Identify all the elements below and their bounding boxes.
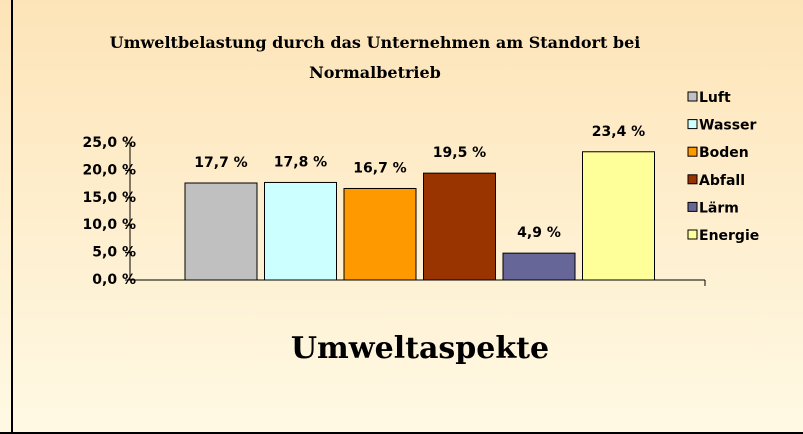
bar: [582, 151, 655, 281]
legend-swatch: [687, 174, 698, 185]
legend-label: Boden: [699, 145, 749, 161]
y-tick-label: 25,0 %: [83, 135, 136, 151]
legend-swatch: [687, 91, 698, 102]
bar: [502, 252, 576, 281]
y-tick-label: 5,0 %: [92, 245, 136, 261]
y-tick-label: 15,0 %: [83, 190, 136, 206]
bar: [343, 187, 417, 281]
legend-swatch: [687, 119, 698, 130]
legend-swatch: [687, 146, 698, 157]
legend-label: Energie: [699, 228, 759, 244]
chart-title: Umweltbelastung durch das Unternehmen am…: [109, 33, 641, 82]
bar: [184, 182, 258, 281]
legend-label: Luft: [699, 90, 731, 106]
legend-swatch: [687, 201, 698, 212]
bar: [423, 172, 496, 281]
y-tick-label: 20,0 %: [83, 162, 136, 178]
value-label: 4,9 %: [517, 225, 561, 241]
value-label: 23,4 %: [592, 124, 645, 140]
legend-swatch: [687, 229, 698, 240]
y-tick-label: 0,0 %: [92, 272, 136, 288]
value-label: 17,8 %: [274, 154, 327, 170]
value-label: 17,7 %: [194, 155, 247, 171]
x-axis-label: Umweltaspekte: [291, 331, 549, 366]
legend-label: Lärm: [699, 200, 739, 216]
legend-label: Wasser: [699, 118, 757, 134]
bar: [264, 181, 337, 281]
value-label: 19,5 %: [433, 145, 486, 161]
legend-label: Abfall: [699, 173, 745, 189]
y-tick-label: 10,0 %: [83, 217, 136, 233]
value-label: 16,7 %: [353, 160, 406, 176]
